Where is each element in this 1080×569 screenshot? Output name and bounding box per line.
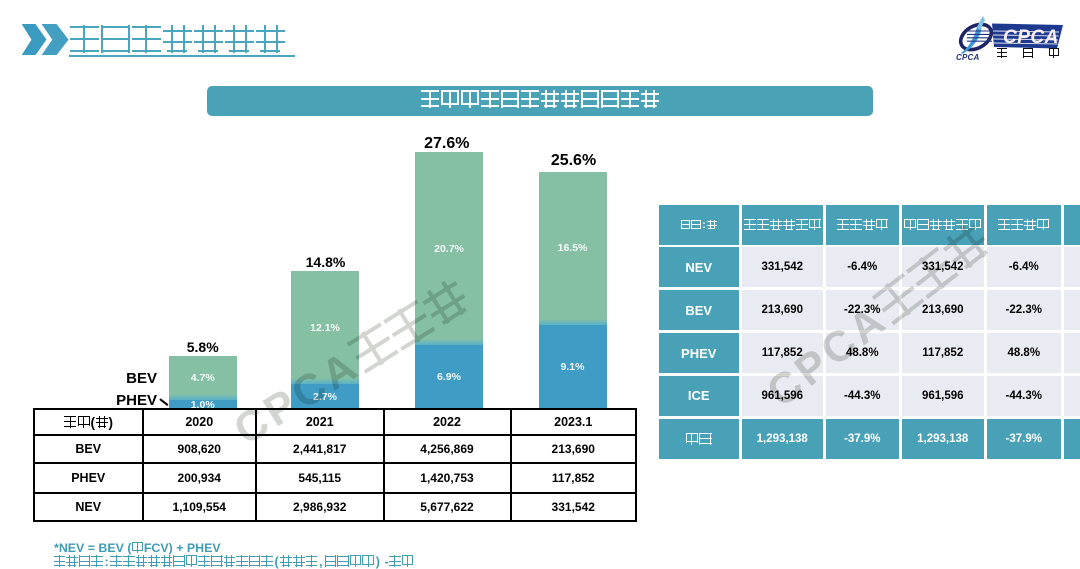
svg-text:CPCA: CPCA [956, 53, 979, 62]
svg-text:CPCA: CPCA [1003, 27, 1059, 48]
